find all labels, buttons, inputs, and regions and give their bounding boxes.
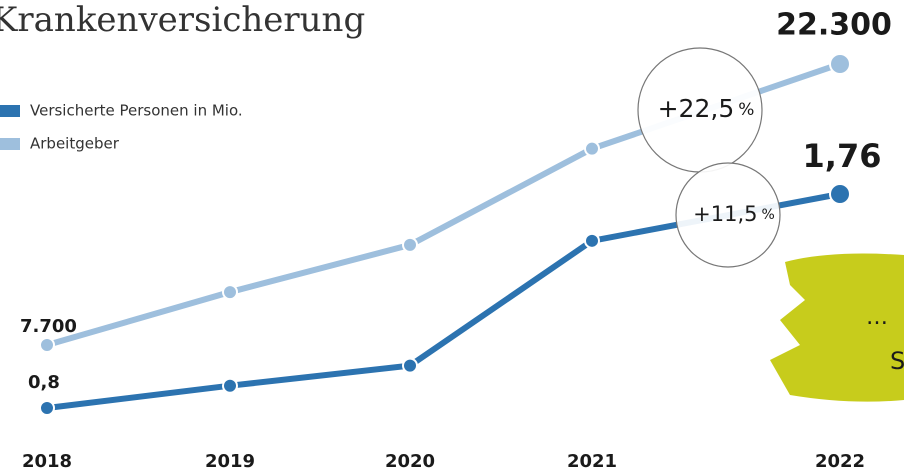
point bbox=[222, 377, 238, 394]
point bbox=[584, 140, 600, 157]
value-label: 22.300 bbox=[776, 8, 892, 43]
value-label: 1,76 bbox=[803, 137, 882, 175]
point bbox=[39, 337, 55, 353]
x-tick-label: 2018 bbox=[22, 451, 72, 472]
annotation: +22,5% bbox=[658, 94, 755, 123]
legend-swatch bbox=[0, 138, 20, 150]
x-tick-label: 2022 bbox=[815, 451, 865, 472]
annotation-value: +22,5 bbox=[658, 94, 735, 123]
legend-swatch bbox=[0, 105, 20, 117]
legend-label: Versicherte Personen in Mio. bbox=[30, 102, 243, 120]
x-tick-label: 2021 bbox=[567, 451, 617, 472]
annotation-value: +11,5 bbox=[693, 202, 757, 226]
annotation-unit: % bbox=[738, 100, 754, 120]
point bbox=[39, 400, 55, 416]
value-label: 0,8 bbox=[28, 372, 60, 393]
highlight-blob bbox=[770, 253, 904, 402]
overlay-text: S bbox=[890, 347, 904, 375]
point bbox=[829, 53, 851, 75]
x-tick-label: 2019 bbox=[205, 451, 255, 472]
point bbox=[402, 236, 418, 253]
annotation-circle bbox=[675, 162, 781, 268]
x-tick-label: 2020 bbox=[385, 451, 435, 472]
point bbox=[584, 232, 600, 249]
annotation: +11,5% bbox=[693, 202, 775, 226]
annotation-unit: % bbox=[762, 207, 775, 223]
chart-title: Krankenversicherung bbox=[0, 0, 365, 40]
legend-label: Arbeitgeber bbox=[30, 135, 120, 153]
point bbox=[402, 357, 418, 374]
point bbox=[829, 183, 851, 205]
value-label: 7.700 bbox=[20, 316, 77, 337]
overlay-text: … bbox=[866, 305, 888, 330]
point bbox=[222, 284, 238, 301]
